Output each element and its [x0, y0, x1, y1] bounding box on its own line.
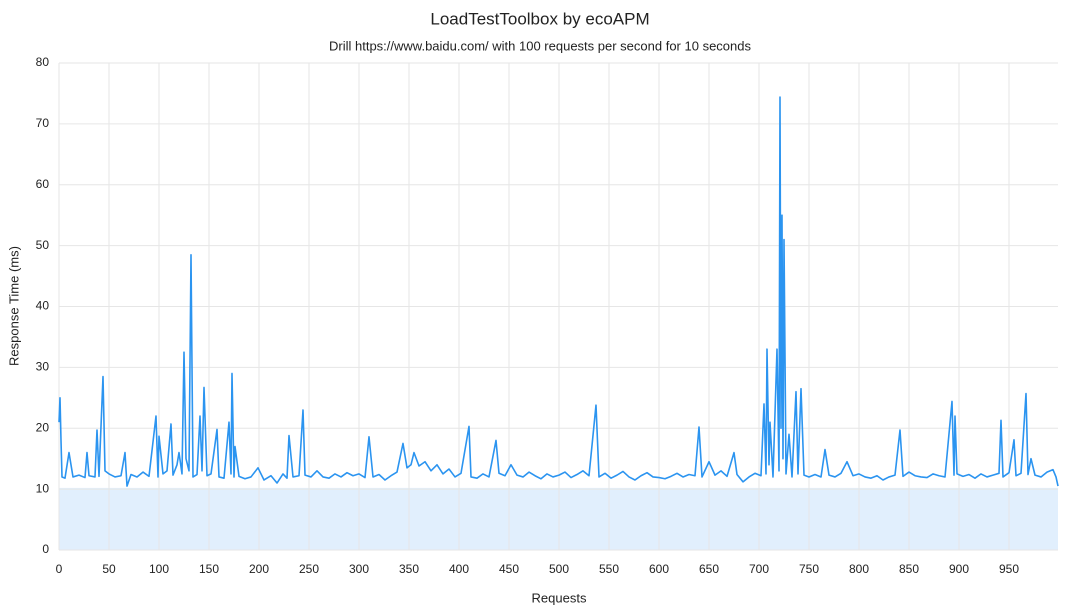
x-tick-label: 350	[399, 562, 419, 576]
x-tick-label: 50	[102, 562, 116, 576]
y-tick-label: 30	[36, 360, 50, 374]
x-tick-label: 450	[499, 562, 519, 576]
x-tick-label: 150	[199, 562, 219, 576]
y-tick-label: 10	[36, 481, 50, 495]
line	[58, 96, 1059, 487]
x-tick-label: 0	[56, 562, 63, 576]
x-tick-label: 650	[699, 562, 719, 576]
x-tick-label: 900	[949, 562, 969, 576]
y-tick-label: 20	[36, 420, 50, 434]
x-tick-label: 300	[349, 562, 369, 576]
x-tick-label: 400	[449, 562, 469, 576]
chart-title: LoadTestToolbox by ecoAPM	[430, 9, 649, 28]
x-tick-label: 250	[299, 562, 319, 576]
y-axis-label: Response Time (ms)	[6, 246, 21, 366]
y-tick-label: 80	[36, 55, 50, 69]
x-tick-label: 850	[899, 562, 919, 576]
x-axis-label: Requests	[532, 590, 587, 605]
chart-subtitle: Drill https://www.baidu.com/ with 100 re…	[329, 38, 751, 53]
x-tick-label: 100	[149, 562, 169, 576]
x-tick-label: 600	[649, 562, 669, 576]
y-tick-label: 60	[36, 177, 50, 191]
x-tick-label: 750	[799, 562, 819, 576]
y-tick-label: 0	[42, 542, 49, 556]
x-tick-label: 700	[749, 562, 769, 576]
x-tick-label: 800	[849, 562, 869, 576]
x-tick-label: 550	[599, 562, 619, 576]
y-tick-label: 50	[36, 238, 50, 252]
x-tick-label: 950	[999, 562, 1019, 576]
x-tick-label: 500	[549, 562, 569, 576]
x-tick-label: 200	[249, 562, 269, 576]
y-tick-label: 70	[36, 116, 50, 130]
y-tick-label: 40	[36, 299, 50, 313]
